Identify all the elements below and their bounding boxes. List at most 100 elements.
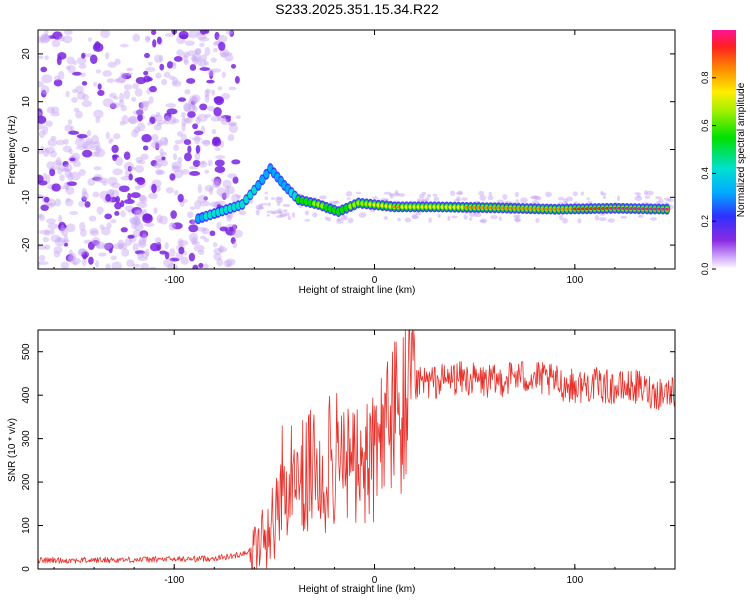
noise-blob bbox=[204, 184, 214, 192]
noise-blob bbox=[54, 198, 62, 207]
noise-blob bbox=[81, 187, 88, 196]
noise-blob bbox=[164, 33, 176, 37]
noise-blob bbox=[134, 126, 141, 134]
colorbar-ticks: 0.0 0.2 0.4 0.6 0.8 bbox=[700, 72, 716, 275]
noise-blob bbox=[76, 56, 87, 65]
noise-blob bbox=[412, 213, 418, 219]
noise-blob bbox=[199, 103, 208, 111]
noise-blob bbox=[214, 147, 221, 152]
noise-blob bbox=[202, 139, 211, 147]
noise-blob bbox=[267, 202, 271, 207]
noise-blob bbox=[141, 250, 149, 259]
noise-blob bbox=[46, 218, 56, 225]
noise-blob bbox=[53, 250, 61, 258]
noise-blob bbox=[238, 210, 247, 216]
noise-blob bbox=[38, 81, 44, 88]
noise-blob bbox=[304, 219, 311, 222]
noise-blob bbox=[141, 101, 150, 108]
noise-blob bbox=[53, 160, 62, 166]
noise-blob bbox=[107, 61, 117, 68]
noise-blob bbox=[93, 109, 104, 119]
noise-blob bbox=[229, 226, 234, 232]
noise-blob bbox=[214, 96, 225, 106]
noise-blob bbox=[535, 218, 540, 223]
noise-blob bbox=[63, 138, 69, 145]
noise-blob bbox=[166, 61, 174, 69]
noise-blob bbox=[134, 164, 144, 173]
noise-blob bbox=[225, 258, 236, 266]
noise-blob bbox=[139, 195, 148, 204]
noise-blob bbox=[53, 246, 63, 254]
noise-blob bbox=[64, 198, 74, 207]
noise-blob bbox=[650, 217, 657, 221]
noise-blob bbox=[94, 148, 106, 158]
noise-blob bbox=[214, 31, 220, 41]
noise-blob bbox=[637, 214, 644, 219]
noise-blob bbox=[217, 34, 228, 43]
noise-blob bbox=[111, 261, 122, 269]
noise-blob bbox=[197, 249, 205, 256]
noise-blob bbox=[63, 234, 69, 243]
noise-blob bbox=[186, 211, 194, 219]
noise-blob bbox=[38, 149, 45, 155]
noise-blob bbox=[106, 222, 112, 229]
noise-blob bbox=[181, 116, 187, 127]
noise-blob bbox=[192, 159, 201, 167]
noise-blob bbox=[217, 115, 227, 122]
noise-blob bbox=[179, 34, 188, 40]
noise-blob bbox=[212, 181, 221, 189]
noise-blob bbox=[92, 176, 102, 181]
noise-blob bbox=[432, 193, 438, 197]
noise-blob bbox=[450, 190, 456, 197]
noise-blob bbox=[165, 187, 174, 194]
noise-blob bbox=[99, 224, 105, 230]
noise-blob bbox=[214, 166, 226, 173]
noise-blob bbox=[220, 118, 229, 126]
x-tick-label: 100 bbox=[566, 275, 583, 286]
noise-blob bbox=[131, 221, 138, 230]
noise-blob bbox=[213, 47, 218, 53]
noise-blob bbox=[216, 257, 224, 267]
noise-blob bbox=[45, 174, 51, 184]
noise-blob bbox=[224, 185, 230, 195]
noise-blob bbox=[114, 202, 122, 210]
noise-blob bbox=[145, 248, 150, 257]
noise-blob bbox=[123, 151, 131, 160]
noise-blob bbox=[187, 50, 198, 57]
noise-blob bbox=[177, 193, 184, 203]
noise-blob bbox=[207, 68, 215, 77]
noise-blob bbox=[52, 31, 63, 40]
noise-blob bbox=[184, 88, 191, 95]
noise-blob bbox=[468, 217, 473, 221]
noise-blob bbox=[44, 244, 51, 250]
noise-blob bbox=[135, 156, 144, 163]
noise-blob bbox=[643, 190, 648, 196]
noise-blob bbox=[172, 62, 177, 70]
noise-blob bbox=[140, 153, 149, 160]
signal-mark bbox=[664, 207, 669, 211]
noise-blob bbox=[51, 39, 61, 48]
noise-blob bbox=[105, 131, 110, 140]
noise-blob bbox=[114, 156, 124, 166]
noise-blob bbox=[488, 191, 492, 197]
y-tick-label: 100 bbox=[21, 517, 32, 534]
noise-blob bbox=[197, 183, 203, 194]
noise-blob bbox=[64, 124, 73, 132]
noise-blob bbox=[92, 42, 104, 53]
noise-blob bbox=[235, 115, 241, 120]
noise-blob bbox=[220, 115, 232, 119]
noise-blob bbox=[219, 226, 228, 232]
noise-blob bbox=[159, 63, 165, 71]
noise-blob bbox=[56, 55, 62, 66]
noise-blob bbox=[192, 52, 202, 63]
noise-blob bbox=[218, 41, 226, 51]
noise-blob bbox=[191, 96, 198, 105]
noise-blob bbox=[38, 111, 42, 117]
noise-blob bbox=[114, 210, 120, 216]
y-tick-label: 10 bbox=[21, 96, 32, 108]
noise-blob bbox=[188, 224, 199, 233]
noise-blob bbox=[209, 230, 216, 237]
noise-blob bbox=[41, 35, 51, 43]
noise-blob bbox=[46, 106, 55, 114]
noise-blob bbox=[79, 221, 86, 232]
